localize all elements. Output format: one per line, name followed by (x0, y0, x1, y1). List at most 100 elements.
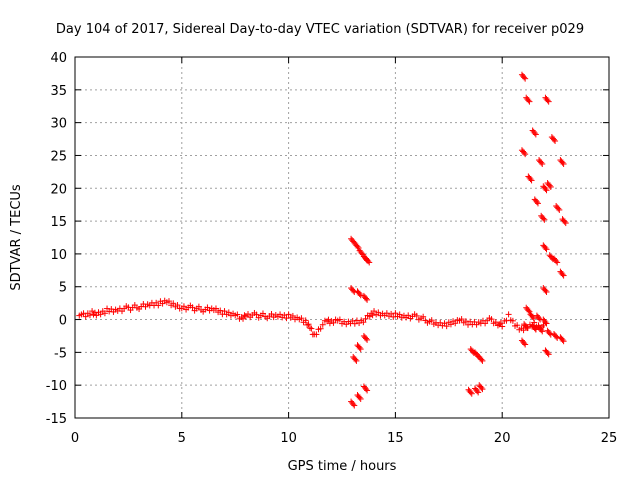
data-point (529, 313, 536, 320)
data-point (325, 316, 332, 323)
gridlines (75, 57, 609, 418)
data-point (553, 333, 560, 340)
data-point (479, 357, 486, 364)
data-point (538, 327, 545, 334)
data-point (204, 304, 211, 311)
y-tick-label: 15 (50, 215, 67, 230)
data-point (532, 131, 539, 138)
data-point (542, 287, 549, 294)
data-point (559, 271, 566, 278)
data-point (521, 340, 528, 347)
data-point (217, 307, 224, 314)
data-point (543, 288, 550, 295)
x-tick-label: 10 (280, 431, 297, 446)
data-point (542, 319, 549, 326)
data-point (174, 302, 181, 309)
data-point (443, 323, 450, 330)
data-point (539, 160, 546, 167)
data-point (562, 220, 569, 227)
data-point (241, 312, 248, 319)
data-point (546, 330, 553, 337)
data-point (462, 318, 469, 325)
data-point (538, 159, 545, 166)
x-axis-label: GPS time / hours (288, 459, 397, 474)
data-point (542, 185, 549, 192)
data-point (155, 302, 162, 309)
data-point (521, 74, 528, 81)
data-point (383, 310, 390, 317)
data-point (350, 401, 357, 408)
data-point (514, 322, 521, 329)
data-point (458, 316, 465, 323)
data-point (525, 97, 532, 104)
data-point (522, 75, 529, 82)
data-point (546, 182, 553, 189)
data-point (285, 311, 292, 318)
data-point (366, 259, 373, 266)
data-point (360, 319, 367, 326)
data-point (364, 296, 371, 303)
data-point (526, 98, 533, 105)
data-point (371, 308, 378, 315)
data-point (542, 245, 549, 252)
data-point (313, 331, 320, 338)
data-point (336, 316, 343, 323)
data-point (505, 311, 512, 318)
data-point (364, 387, 371, 394)
x-tick-label: 25 (601, 431, 618, 446)
data-point (523, 323, 530, 330)
data-point (560, 338, 567, 345)
data-point (357, 395, 364, 402)
y-tick-label: 25 (50, 149, 67, 164)
plot-border (74, 56, 610, 419)
data-point (543, 187, 550, 194)
data-point (93, 312, 100, 319)
data-point (330, 319, 337, 326)
data-point (554, 259, 561, 266)
data-point (170, 300, 177, 307)
data-point (428, 317, 435, 324)
data-point (355, 245, 362, 252)
data-point (364, 336, 371, 343)
data-point (189, 304, 196, 311)
data-point (259, 310, 266, 317)
data-point (526, 308, 533, 315)
x-axis-ticks: 0 5 10 15 20 25 (71, 57, 617, 446)
y-tick-label: -10 (46, 379, 67, 394)
data-point (561, 218, 568, 225)
data-point (405, 312, 412, 319)
data-point (527, 176, 534, 183)
data-point (560, 272, 567, 279)
data-point (509, 317, 516, 324)
data-point (268, 310, 275, 317)
data-point (234, 311, 241, 318)
data-point (525, 307, 532, 314)
data-point (82, 313, 89, 320)
data-point (533, 199, 540, 206)
data-point (165, 298, 172, 305)
y-tick-label: 40 (50, 51, 67, 66)
data-point (308, 325, 315, 332)
y-axis-ticks: -15 -10 -5 0 5 10 15 20 25 30 35 40 (46, 51, 609, 427)
data-point (531, 130, 538, 137)
data-point (180, 303, 187, 310)
data-point (531, 325, 538, 332)
data-point (351, 402, 358, 409)
y-tick-label: 0 (59, 314, 67, 329)
data-point (289, 312, 296, 319)
data-point (305, 321, 312, 328)
data-point (225, 309, 232, 316)
data-point (375, 309, 382, 316)
data-point (543, 320, 550, 327)
data-point (221, 308, 228, 315)
data-point (195, 303, 202, 310)
data-point (521, 149, 528, 156)
data-point (212, 305, 219, 312)
data-point (352, 356, 359, 363)
x-tick-label: 5 (178, 431, 186, 446)
x-tick-label: 0 (71, 431, 79, 446)
data-point (520, 327, 527, 334)
data-point (560, 160, 567, 167)
data-point (543, 246, 550, 253)
data-point (369, 312, 376, 319)
